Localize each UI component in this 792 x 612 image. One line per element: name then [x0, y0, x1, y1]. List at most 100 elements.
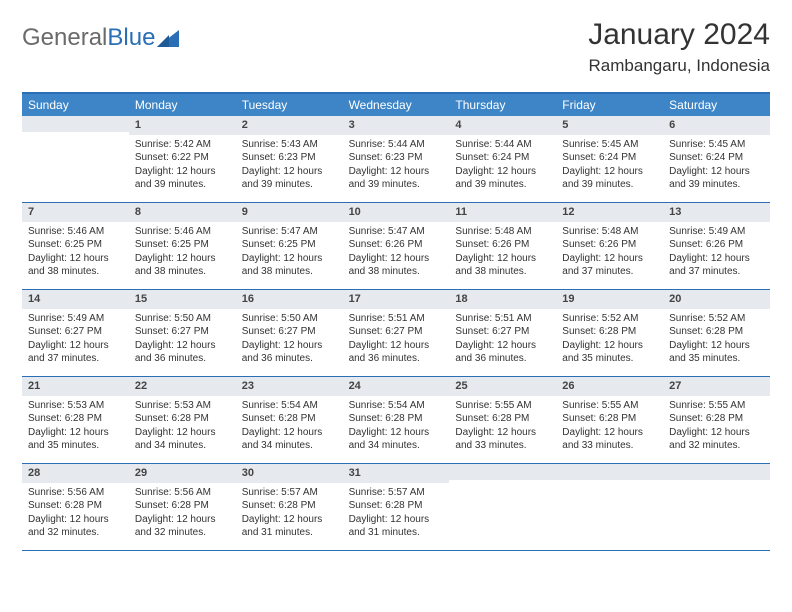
dow-cell: Saturday: [663, 94, 770, 116]
sunrise-line: Sunrise: 5:57 AM: [349, 486, 444, 500]
day-cell: 13Sunrise: 5:49 AMSunset: 6:26 PMDayligh…: [663, 203, 770, 289]
title-block: January 2024 Rambangaru, Indonesia: [588, 18, 770, 76]
sunset-line: Sunset: 6:28 PM: [135, 412, 230, 426]
sunset-line: Sunset: 6:28 PM: [455, 412, 550, 426]
sunset-line: Sunset: 6:27 PM: [455, 325, 550, 339]
day-cell: [556, 464, 663, 550]
day-body: Sunrise: 5:49 AMSunset: 6:26 PMDaylight:…: [663, 222, 770, 285]
sunrise-line: Sunrise: 5:53 AM: [135, 399, 230, 413]
sunrise-line: Sunrise: 5:47 AM: [349, 225, 444, 239]
daylight-line: Daylight: 12 hours and 39 minutes.: [135, 165, 230, 192]
day-cell: 17Sunrise: 5:51 AMSunset: 6:27 PMDayligh…: [343, 290, 450, 376]
sunrise-line: Sunrise: 5:55 AM: [455, 399, 550, 413]
daylight-line: Daylight: 12 hours and 33 minutes.: [455, 426, 550, 453]
daylight-line: Daylight: 12 hours and 36 minutes.: [242, 339, 337, 366]
day-number: 16: [236, 290, 343, 309]
day-cell: 5Sunrise: 5:45 AMSunset: 6:24 PMDaylight…: [556, 116, 663, 202]
sunrise-line: Sunrise: 5:56 AM: [135, 486, 230, 500]
day-cell: 19Sunrise: 5:52 AMSunset: 6:28 PMDayligh…: [556, 290, 663, 376]
sunrise-line: Sunrise: 5:57 AM: [242, 486, 337, 500]
day-body: Sunrise: 5:55 AMSunset: 6:28 PMDaylight:…: [556, 396, 663, 459]
day-cell: 12Sunrise: 5:48 AMSunset: 6:26 PMDayligh…: [556, 203, 663, 289]
sunrise-line: Sunrise: 5:47 AM: [242, 225, 337, 239]
daylight-line: Daylight: 12 hours and 38 minutes.: [242, 252, 337, 279]
sunset-line: Sunset: 6:24 PM: [669, 151, 764, 165]
sunset-line: Sunset: 6:27 PM: [349, 325, 444, 339]
week-row: 7Sunrise: 5:46 AMSunset: 6:25 PMDaylight…: [22, 203, 770, 290]
sunset-line: Sunset: 6:23 PM: [349, 151, 444, 165]
day-number: 20: [663, 290, 770, 309]
day-cell: [22, 116, 129, 202]
sunset-line: Sunset: 6:28 PM: [28, 499, 123, 513]
daylight-line: Daylight: 12 hours and 35 minutes.: [562, 339, 657, 366]
day-number: 24: [343, 377, 450, 396]
location-label: Rambangaru, Indonesia: [588, 56, 770, 76]
day-cell: 28Sunrise: 5:56 AMSunset: 6:28 PMDayligh…: [22, 464, 129, 550]
dow-cell: Wednesday: [343, 94, 450, 116]
sunset-line: Sunset: 6:27 PM: [135, 325, 230, 339]
week-row: 21Sunrise: 5:53 AMSunset: 6:28 PMDayligh…: [22, 377, 770, 464]
day-number: 9: [236, 203, 343, 222]
day-body: Sunrise: 5:49 AMSunset: 6:27 PMDaylight:…: [22, 309, 129, 372]
sunrise-line: Sunrise: 5:50 AM: [242, 312, 337, 326]
day-number: 5: [556, 116, 663, 135]
day-cell: 20Sunrise: 5:52 AMSunset: 6:28 PMDayligh…: [663, 290, 770, 376]
sunrise-line: Sunrise: 5:55 AM: [669, 399, 764, 413]
day-number: 1: [129, 116, 236, 135]
day-body: Sunrise: 5:48 AMSunset: 6:26 PMDaylight:…: [449, 222, 556, 285]
sunrise-line: Sunrise: 5:56 AM: [28, 486, 123, 500]
day-body: Sunrise: 5:53 AMSunset: 6:28 PMDaylight:…: [129, 396, 236, 459]
daylight-line: Daylight: 12 hours and 38 minutes.: [455, 252, 550, 279]
sunset-line: Sunset: 6:25 PM: [135, 238, 230, 252]
day-number: 11: [449, 203, 556, 222]
daylight-line: Daylight: 12 hours and 33 minutes.: [562, 426, 657, 453]
daylight-line: Daylight: 12 hours and 39 minutes.: [242, 165, 337, 192]
week-row: 14Sunrise: 5:49 AMSunset: 6:27 PMDayligh…: [22, 290, 770, 377]
month-title: January 2024: [588, 18, 770, 52]
sunrise-line: Sunrise: 5:50 AM: [135, 312, 230, 326]
day-body: Sunrise: 5:56 AMSunset: 6:28 PMDaylight:…: [22, 483, 129, 546]
daylight-line: Daylight: 12 hours and 34 minutes.: [349, 426, 444, 453]
day-number: 12: [556, 203, 663, 222]
daylight-line: Daylight: 12 hours and 36 minutes.: [135, 339, 230, 366]
day-cell: 24Sunrise: 5:54 AMSunset: 6:28 PMDayligh…: [343, 377, 450, 463]
daylight-line: Daylight: 12 hours and 31 minutes.: [349, 513, 444, 540]
sunset-line: Sunset: 6:26 PM: [349, 238, 444, 252]
sunset-line: Sunset: 6:28 PM: [135, 499, 230, 513]
day-number: [449, 464, 556, 480]
day-cell: 14Sunrise: 5:49 AMSunset: 6:27 PMDayligh…: [22, 290, 129, 376]
day-cell: 21Sunrise: 5:53 AMSunset: 6:28 PMDayligh…: [22, 377, 129, 463]
sunrise-line: Sunrise: 5:54 AM: [242, 399, 337, 413]
logo-text-blue: Blue: [107, 24, 155, 52]
day-body: Sunrise: 5:44 AMSunset: 6:23 PMDaylight:…: [343, 135, 450, 198]
day-number: 26: [556, 377, 663, 396]
day-body: Sunrise: 5:55 AMSunset: 6:28 PMDaylight:…: [663, 396, 770, 459]
day-cell: 6Sunrise: 5:45 AMSunset: 6:24 PMDaylight…: [663, 116, 770, 202]
sunset-line: Sunset: 6:26 PM: [455, 238, 550, 252]
daylight-line: Daylight: 12 hours and 36 minutes.: [455, 339, 550, 366]
day-body: Sunrise: 5:54 AMSunset: 6:28 PMDaylight:…: [236, 396, 343, 459]
day-body: Sunrise: 5:50 AMSunset: 6:27 PMDaylight:…: [129, 309, 236, 372]
day-number: 13: [663, 203, 770, 222]
daylight-line: Daylight: 12 hours and 38 minutes.: [28, 252, 123, 279]
sunrise-line: Sunrise: 5:48 AM: [455, 225, 550, 239]
day-body: Sunrise: 5:57 AMSunset: 6:28 PMDaylight:…: [236, 483, 343, 546]
day-number: 18: [449, 290, 556, 309]
daylight-line: Daylight: 12 hours and 39 minutes.: [349, 165, 444, 192]
daylight-line: Daylight: 12 hours and 35 minutes.: [28, 426, 123, 453]
daylight-line: Daylight: 12 hours and 36 minutes.: [349, 339, 444, 366]
sunrise-line: Sunrise: 5:48 AM: [562, 225, 657, 239]
day-cell: 11Sunrise: 5:48 AMSunset: 6:26 PMDayligh…: [449, 203, 556, 289]
dow-cell: Tuesday: [236, 94, 343, 116]
day-number: 31: [343, 464, 450, 483]
day-number: 3: [343, 116, 450, 135]
day-cell: 8Sunrise: 5:46 AMSunset: 6:25 PMDaylight…: [129, 203, 236, 289]
daylight-line: Daylight: 12 hours and 32 minutes.: [28, 513, 123, 540]
daylight-line: Daylight: 12 hours and 32 minutes.: [135, 513, 230, 540]
day-body: Sunrise: 5:52 AMSunset: 6:28 PMDaylight:…: [556, 309, 663, 372]
day-body: Sunrise: 5:51 AMSunset: 6:27 PMDaylight:…: [449, 309, 556, 372]
day-number: 14: [22, 290, 129, 309]
daylight-line: Daylight: 12 hours and 34 minutes.: [135, 426, 230, 453]
day-cell: 22Sunrise: 5:53 AMSunset: 6:28 PMDayligh…: [129, 377, 236, 463]
day-body: Sunrise: 5:44 AMSunset: 6:24 PMDaylight:…: [449, 135, 556, 198]
